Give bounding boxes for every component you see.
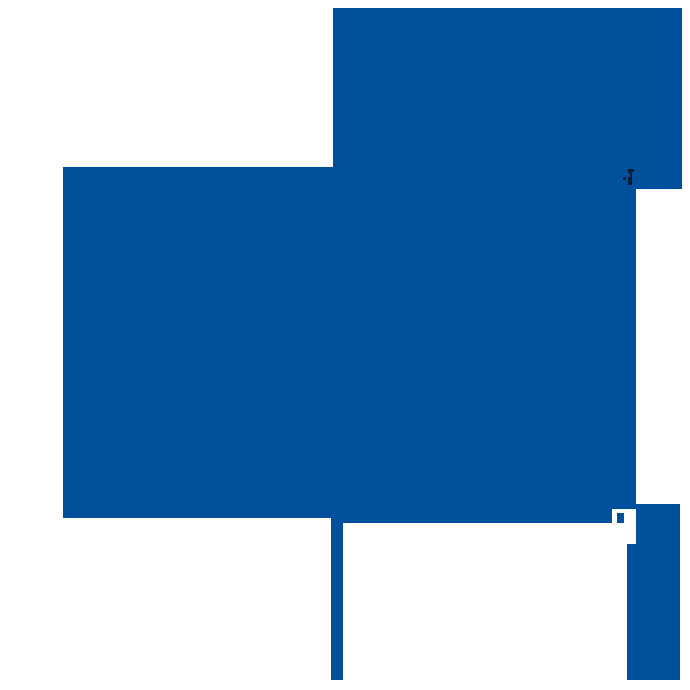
- main-silhouette: [63, 8, 682, 680]
- tiny-glyph-bar-notch: [628, 173, 630, 177]
- right-vertical-bar: [627, 504, 680, 680]
- notch-step-block: [617, 513, 624, 523]
- tiny-glyph-dot: [623, 177, 626, 180]
